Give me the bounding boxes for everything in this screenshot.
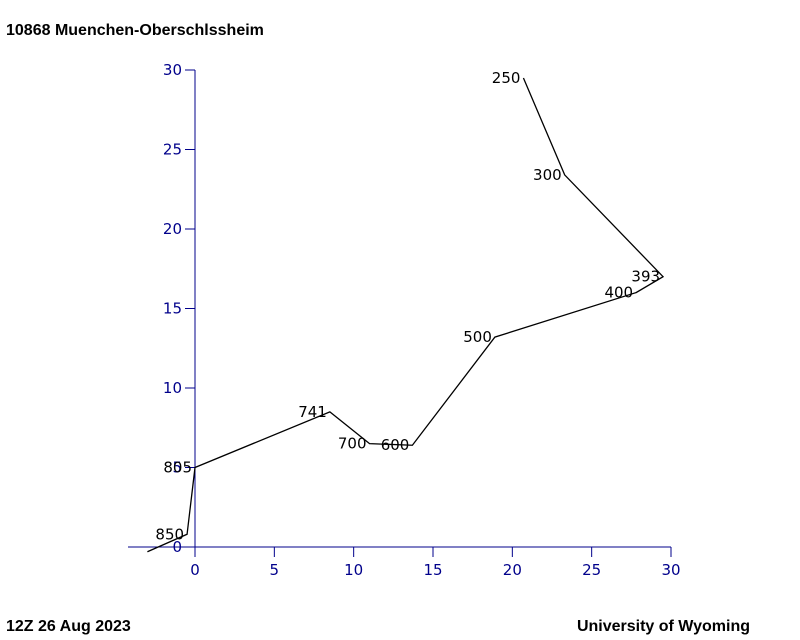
x-tick-label: 10 (344, 561, 363, 579)
pressure-level-label: 300 (533, 166, 562, 184)
x-tick-label: 5 (270, 561, 280, 579)
pressure-level-label: 700 (338, 435, 367, 453)
y-tick-label: 15 (163, 300, 182, 318)
pressure-level-label: 850 (155, 525, 184, 543)
observation-date: 12Z 26 Aug 2023 (6, 618, 131, 635)
y-tick-label: 0 (172, 538, 182, 556)
x-tick-label: 25 (582, 561, 601, 579)
pressure-level-label: 805 (163, 459, 192, 477)
y-tick-label: 30 (163, 61, 182, 79)
x-tick-label: 30 (661, 561, 680, 579)
pressure-level-label: 741 (298, 403, 327, 421)
pressure-level-label: 500 (463, 328, 492, 346)
pressure-level-label: 250 (492, 69, 521, 87)
x-tick-label: 0 (190, 561, 200, 579)
pressure-level-label: 600 (381, 436, 410, 454)
y-tick-label: 10 (163, 379, 182, 397)
data-source: University of Wyoming (576, 618, 750, 635)
y-tick-label: 20 (163, 220, 182, 238)
hodograph-line (147, 77, 665, 553)
x-tick-label: 20 (503, 561, 522, 579)
y-tick-label: 5 (172, 459, 182, 477)
station-title: 10868 Muenchen-Oberschlssheim (6, 22, 264, 39)
x-tick-label: 15 (423, 561, 442, 579)
y-tick-label: 25 (163, 141, 182, 159)
pressure-level-label: 393 (631, 268, 660, 286)
pressure-level-label: 400 (604, 284, 633, 302)
